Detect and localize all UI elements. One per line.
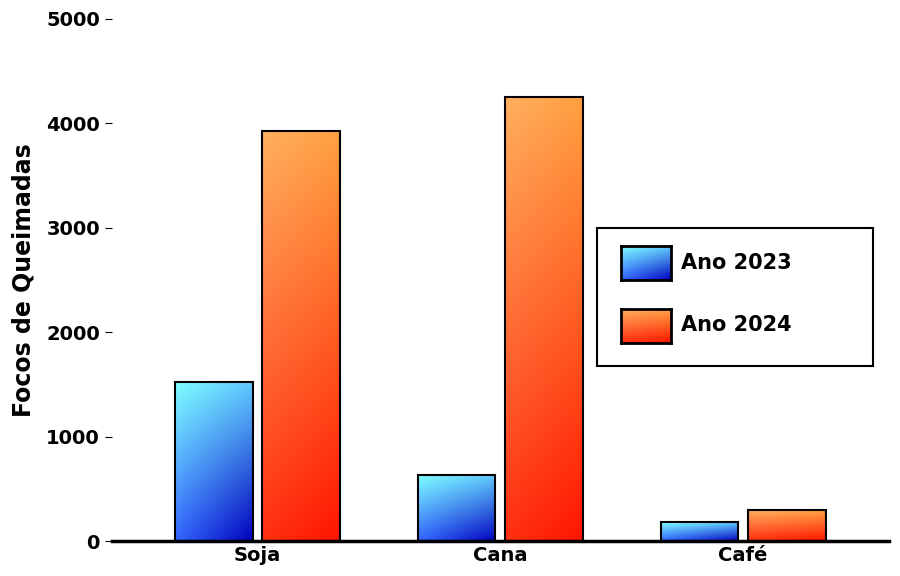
Text: Ano 2024: Ano 2024 xyxy=(681,315,792,335)
Text: Ano 2023: Ano 2023 xyxy=(681,253,792,272)
Y-axis label: Focos de Queimadas: Focos de Queimadas xyxy=(11,143,35,416)
Bar xyxy=(748,510,825,541)
FancyBboxPatch shape xyxy=(598,228,873,366)
Bar xyxy=(175,382,253,541)
Bar xyxy=(262,131,340,541)
Bar xyxy=(418,475,496,541)
Bar xyxy=(661,522,738,541)
Bar xyxy=(505,97,583,541)
